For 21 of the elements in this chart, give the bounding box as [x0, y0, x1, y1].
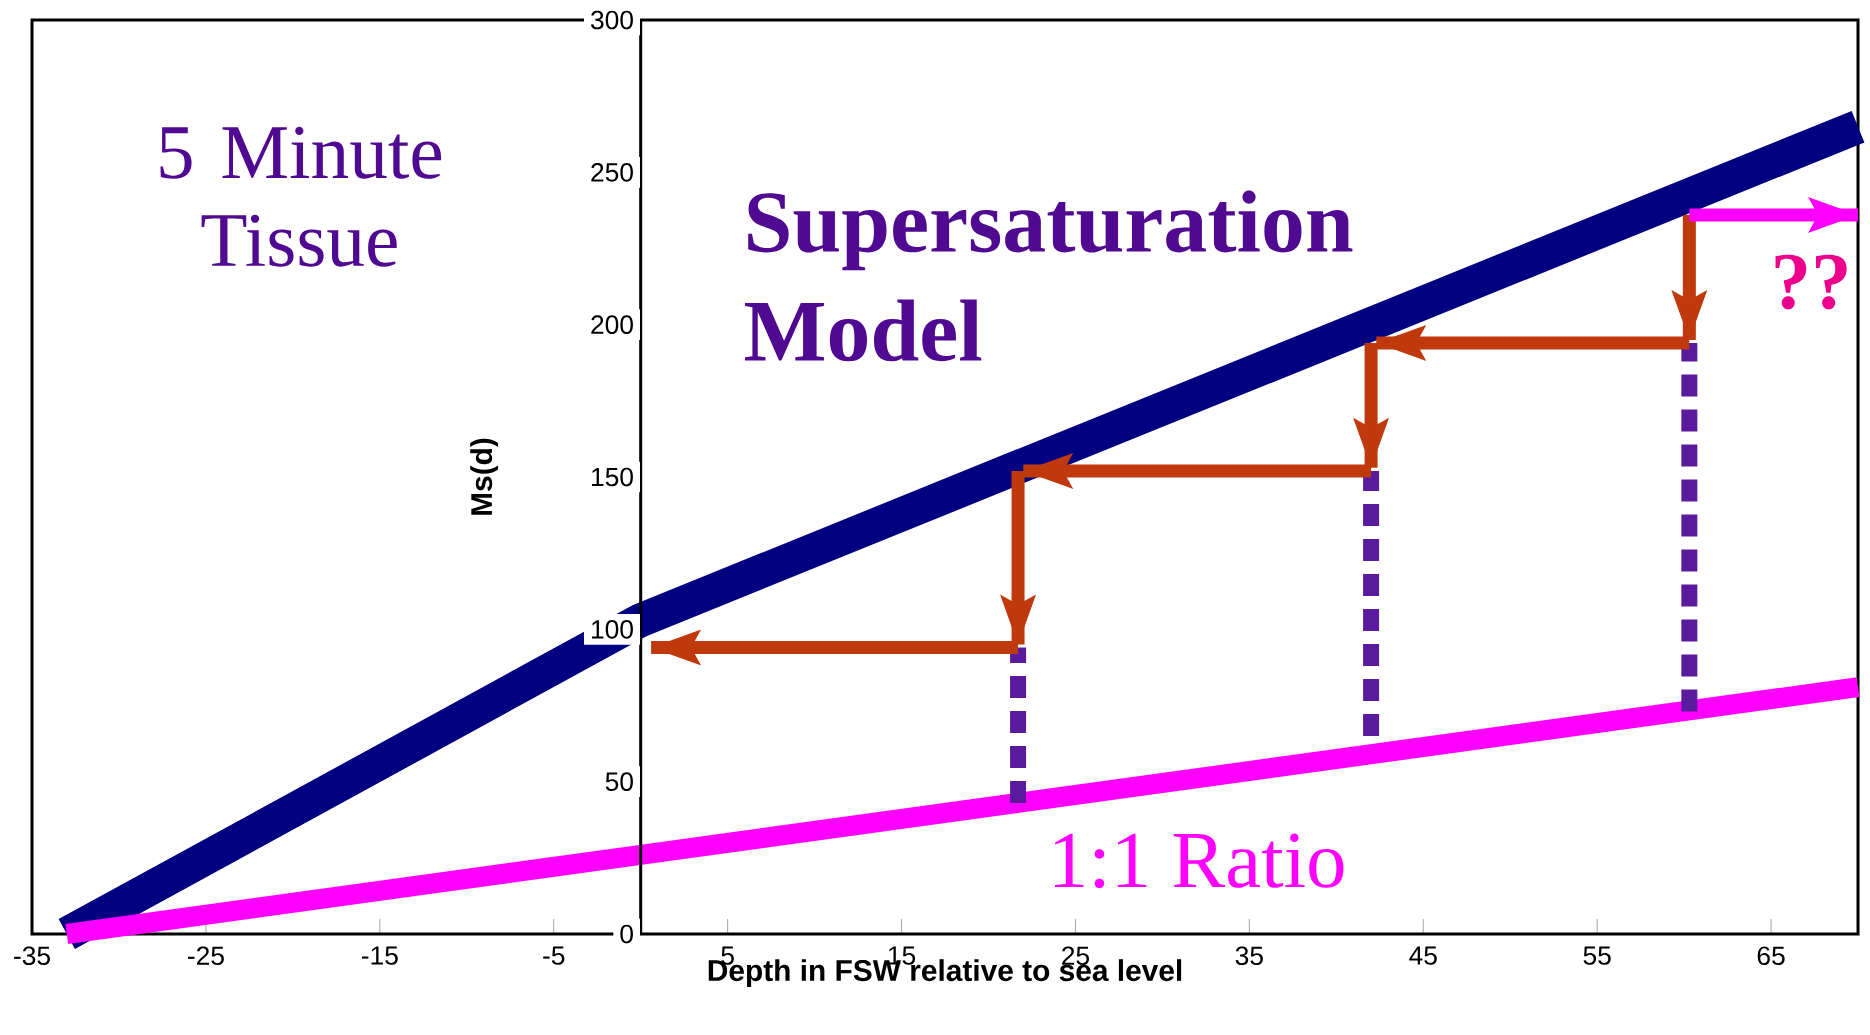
y-tick-label: 200	[591, 315, 633, 335]
y-tick-label: 300	[591, 10, 633, 30]
y-tick-label: 50	[605, 772, 633, 792]
x-tick-label: 55	[1583, 946, 1611, 965]
text: Supersaturation Model	[745, 190, 1353, 362]
x-tick-label: -35	[14, 946, 50, 966]
x-tick-label: 65	[1757, 946, 1785, 966]
x-tick-label: -15	[361, 946, 398, 965]
x-tick-label: 35	[1235, 946, 1263, 966]
x-tick-label: -25	[188, 946, 224, 966]
y-tick-label: 250	[591, 163, 633, 182]
y-tick-label: 100	[591, 620, 633, 639]
y-tick-label: 0	[620, 924, 633, 944]
x-tick-label: 25	[1062, 946, 1089, 966]
x-tick-label: 45	[1409, 946, 1437, 965]
annotation: ??	[1775, 254, 1847, 310]
y-axis-title: Ms(d)	[470, 438, 499, 515]
y-tick-label: 150	[591, 467, 633, 487]
series-label: 1:1 Ratio	[1054, 833, 1344, 889]
text: 5 Minute Tissue	[160, 126, 442, 267]
x-tick-label: -5	[543, 946, 565, 965]
